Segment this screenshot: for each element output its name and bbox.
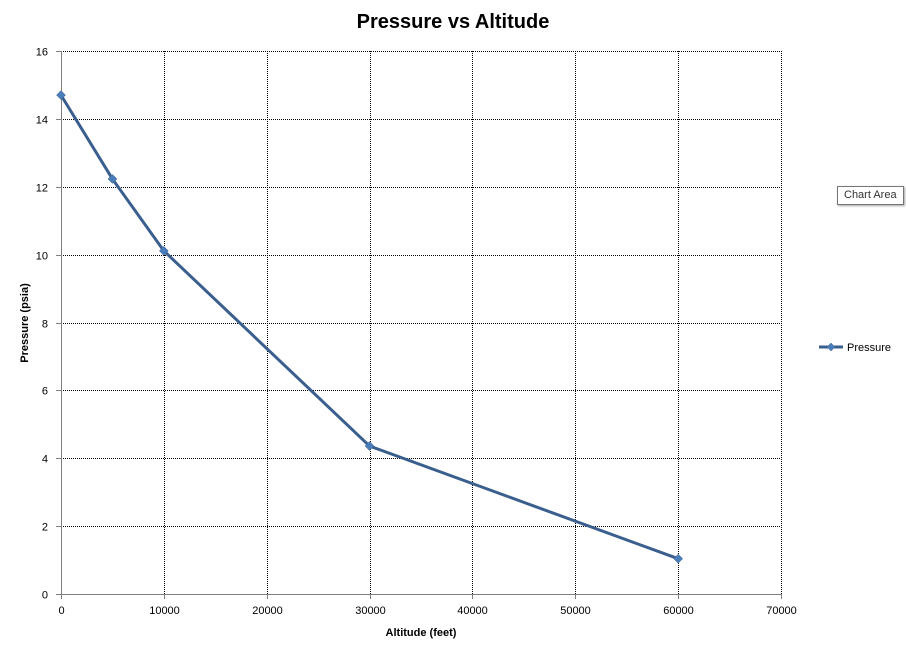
x-tick-label: 40000 <box>457 605 488 617</box>
y-tick-label: 12 <box>36 183 48 195</box>
x-tick-label: 0 <box>58 605 64 617</box>
y-tick-label: 2 <box>42 522 48 534</box>
x-tick-label: 60000 <box>663 605 694 617</box>
data-point-marker[interactable] <box>159 246 169 256</box>
x-tick-label: 10000 <box>149 605 180 617</box>
y-tick-label: 8 <box>42 319 48 331</box>
y-tick-label: 10 <box>36 251 48 263</box>
y-tick-label: 0 <box>42 590 48 602</box>
plot-area[interactable]: 0 2 4 6 8 10 12 14 16 0 10000 20000 30000 40000 50000 6… <box>36 47 797 618</box>
data-point-marker[interactable] <box>56 90 66 100</box>
y-tick-label: 6 <box>42 386 48 398</box>
legend[interactable]: Pressure <box>819 342 891 354</box>
x-tick-label: 20000 <box>252 605 283 617</box>
legend-label-pressure: Pressure <box>847 342 891 354</box>
y-tick-label: 14 <box>36 115 48 127</box>
data-point-marker[interactable] <box>107 174 118 184</box>
x-tick-label: 50000 <box>560 605 591 617</box>
data-point-marker[interactable] <box>673 553 683 564</box>
x-axis-title: Altitude (feet) <box>386 627 457 639</box>
y-tick-label: 4 <box>42 454 48 466</box>
y-tick-label: 16 <box>36 47 48 59</box>
x-tick-label: 70000 <box>766 605 797 617</box>
chart-title: Pressure vs Altitude <box>357 11 550 33</box>
series-layer[interactable] <box>56 90 683 564</box>
x-tick-label: 30000 <box>355 605 386 617</box>
legend-marker-pressure <box>826 342 836 352</box>
data-point-marker[interactable] <box>364 441 375 451</box>
y-axis-title: Pressure (psia) <box>19 283 31 363</box>
chart-area-tooltip: Chart Area <box>837 186 904 205</box>
